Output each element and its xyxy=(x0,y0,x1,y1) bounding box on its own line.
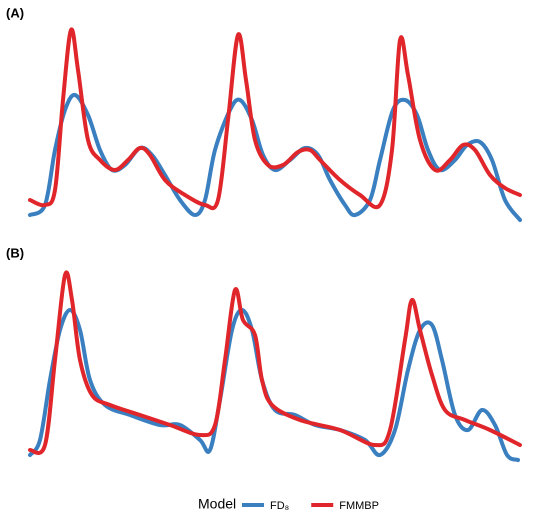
series-line xyxy=(28,92,522,222)
legend-label: FMMBP xyxy=(339,500,379,512)
legend-title: Model xyxy=(198,496,236,512)
panel-label: (A) xyxy=(6,5,24,20)
series-line xyxy=(28,308,520,462)
series-line xyxy=(28,27,522,211)
panel-label: (B) xyxy=(6,245,24,260)
legend-label: FD₈ xyxy=(270,500,289,512)
series-line xyxy=(28,270,522,455)
